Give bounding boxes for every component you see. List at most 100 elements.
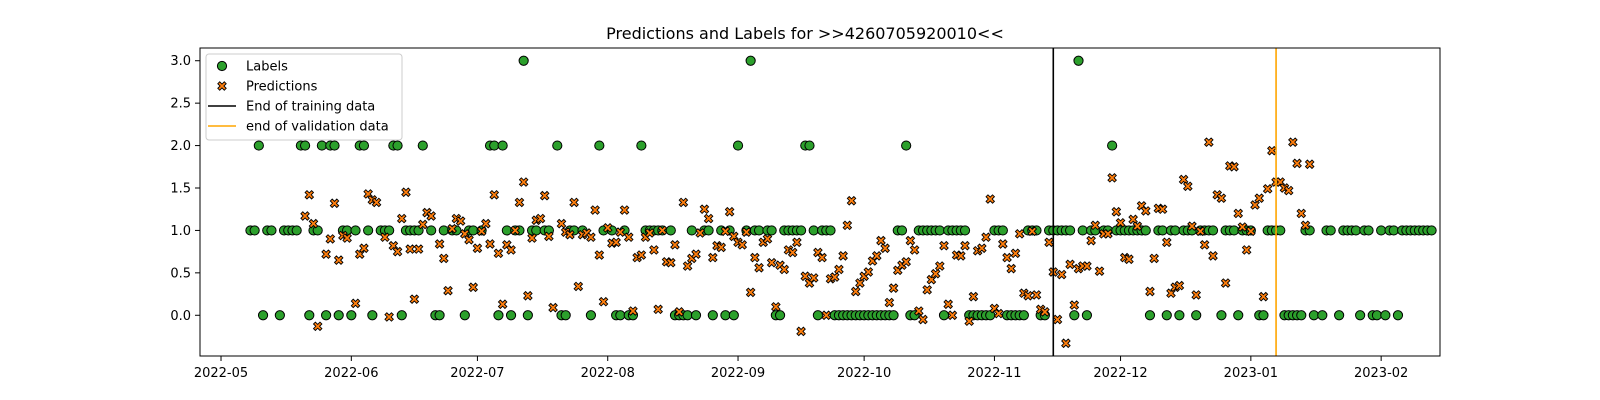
- prediction-point: [602, 223, 613, 233]
- prediction-point: [653, 304, 664, 315]
- y-tick-label: 3.0: [170, 54, 191, 69]
- prediction-point: [590, 205, 600, 215]
- prediction-point: [800, 271, 811, 282]
- prediction-point: [682, 261, 693, 271]
- prediction-point: [817, 252, 827, 263]
- prediction-point: [359, 243, 369, 254]
- label-point: [1376, 225, 1387, 236]
- label-point: [1228, 225, 1240, 236]
- prediction-point: [964, 316, 975, 327]
- label-point: [896, 225, 908, 236]
- y-tick-label: 1.0: [170, 224, 191, 239]
- prediction-point: [611, 237, 621, 248]
- label-point: [707, 310, 718, 321]
- label-point: [812, 310, 823, 321]
- prediction-point: [468, 282, 479, 293]
- label-point: [312, 225, 323, 236]
- prediction-point: [1061, 338, 1071, 349]
- axes-frame: [199, 47, 1441, 357]
- prediction-point: [556, 218, 567, 229]
- prediction-point: [1023, 290, 1033, 301]
- label-point: [459, 310, 470, 321]
- prediction-point: [960, 240, 970, 251]
- prediction-point: [426, 211, 437, 221]
- label-point: [728, 310, 739, 321]
- prediction-point: [409, 294, 420, 304]
- prediction-point: [934, 261, 945, 271]
- prediction-point: [976, 243, 987, 254]
- x-tick-label: 2022-08: [581, 366, 635, 381]
- label-point: [1107, 140, 1118, 151]
- y-tick-label: 1.5: [170, 182, 191, 197]
- label-point: [901, 140, 912, 151]
- prediction-point: [535, 213, 546, 224]
- label-point: [1065, 225, 1076, 236]
- prediction-point: [1283, 185, 1294, 196]
- prediction-point: [779, 264, 790, 275]
- prediction-point: [1246, 226, 1256, 237]
- prediction-point: [1292, 158, 1302, 169]
- label-point: [1317, 310, 1328, 321]
- prediction-point: [1040, 307, 1050, 317]
- prediction-point: [1203, 137, 1214, 148]
- legend-label: End of training data: [246, 100, 375, 115]
- label-point: [1077, 225, 1088, 236]
- prediction-point: [1107, 172, 1117, 183]
- label-point: [1161, 310, 1172, 321]
- prediction-point: [1233, 208, 1244, 219]
- prediction-point: [1115, 217, 1126, 228]
- x-tick-label: 2023-01: [1224, 366, 1278, 381]
- prediction-point: [1086, 235, 1096, 246]
- prediction-point: [434, 239, 445, 249]
- prediction-point: [922, 284, 933, 295]
- prediction-point: [985, 194, 996, 204]
- prediction-point: [993, 308, 1004, 319]
- prediction-point: [565, 229, 575, 240]
- prediction-point: [796, 326, 806, 337]
- label-point: [304, 310, 315, 321]
- label-point: [1191, 310, 1202, 321]
- prediction-point: [888, 283, 899, 293]
- legend-label: Predictions: [246, 80, 318, 95]
- prediction-point: [846, 195, 857, 206]
- label-point: [1426, 225, 1437, 236]
- plot-area: [245, 48, 1437, 356]
- prediction-point: [762, 234, 773, 244]
- prediction-point: [1111, 206, 1122, 217]
- prediction-point: [909, 245, 920, 255]
- label-point: [1334, 310, 1345, 321]
- label-point: [1207, 225, 1219, 236]
- legend: Labels Predictions End of training data end…: [205, 53, 403, 141]
- label-point: [997, 225, 1008, 236]
- prediction-point: [539, 190, 550, 201]
- prediction-point: [1094, 266, 1105, 276]
- prediction-point: [401, 187, 411, 198]
- prediction-point: [1056, 269, 1067, 280]
- prediction-point: [1220, 278, 1231, 288]
- prediction-point: [510, 225, 521, 236]
- prediction-point: [716, 242, 727, 253]
- prediction-point: [544, 231, 554, 242]
- prediction-point: [417, 219, 428, 230]
- prediction-point: [850, 286, 861, 297]
- prediction-point: [569, 197, 579, 208]
- label-point: [1170, 225, 1181, 236]
- label-point: [367, 310, 378, 321]
- prediction-point: [371, 197, 382, 208]
- prediction-point: [1010, 248, 1021, 259]
- label-point: [753, 225, 765, 236]
- x-tick-label: 2022-07: [450, 366, 504, 381]
- prediction-point: [1191, 290, 1202, 300]
- prediction-point: [1288, 137, 1298, 148]
- prediction-point: [380, 232, 390, 243]
- label-point: [703, 225, 714, 236]
- prediction-point: [527, 233, 537, 243]
- prediction-point: [1178, 174, 1189, 185]
- prediction-point: [724, 206, 735, 217]
- prediction-point: [644, 228, 655, 238]
- label-point: [518, 55, 529, 66]
- prediction-point: [842, 220, 853, 231]
- prediction-point: [1103, 228, 1113, 239]
- legend-label: Labels: [246, 60, 288, 75]
